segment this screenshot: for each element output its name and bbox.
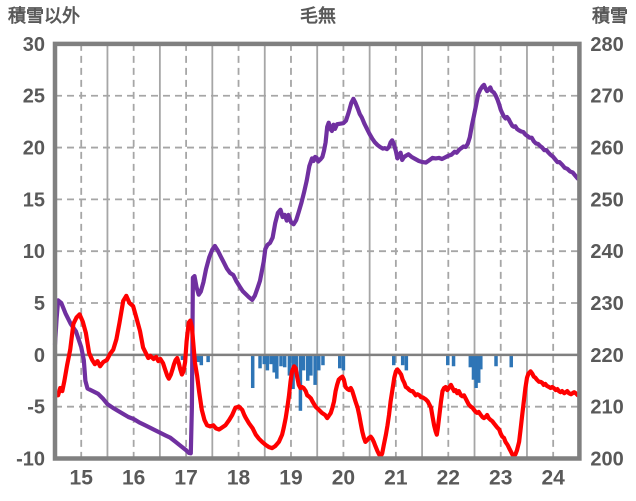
left-axis-tick-label: -5 — [27, 397, 45, 419]
right-axis-tick-label: 270 — [590, 86, 623, 108]
x-axis-tick-label: 18 — [227, 467, 251, 490]
precip-bar — [341, 354, 346, 371]
precip-bar — [309, 354, 313, 376]
precip-bar — [279, 354, 283, 367]
left-axis-tick-label: 20 — [23, 138, 45, 160]
precip-bar — [265, 354, 270, 371]
precip-bar — [196, 354, 200, 363]
right-axis-tick-label: 260 — [590, 138, 623, 160]
right-axis-title: 積雪 — [592, 6, 628, 26]
left-axis-tick-label: 5 — [34, 293, 45, 315]
precip-bar — [206, 354, 210, 363]
right-axis-tick-label: 220 — [590, 345, 623, 367]
precip-bar — [337, 354, 342, 369]
precip-bar — [262, 354, 266, 365]
right-axis-tick-label: 280 — [590, 34, 623, 56]
precip-bar — [180, 354, 185, 361]
left-axis-title: 積雪以外 — [8, 6, 80, 26]
precip-bar — [272, 354, 276, 373]
x-axis-tick-label: 19 — [279, 467, 302, 490]
precip-bar — [269, 354, 273, 365]
left-axis-tick-label: 10 — [23, 241, 45, 263]
x-axis-tick-label: 24 — [542, 467, 566, 490]
precip-bar — [301, 354, 306, 371]
precip-bar — [474, 354, 478, 389]
precip-bar — [294, 354, 298, 371]
left-axis-tick-label: 25 — [23, 86, 45, 108]
x-axis-tick-label: 17 — [174, 467, 197, 490]
plot-border — [52, 41, 582, 461]
snow-depth-line — [52, 82, 580, 456]
precip-bar — [479, 354, 483, 370]
precip-bar — [392, 354, 396, 366]
precip-bar — [275, 354, 279, 379]
non-snow-line — [52, 293, 580, 459]
right-axis-tick-label: 230 — [590, 293, 623, 315]
x-axis-tick-label: 16 — [122, 467, 145, 490]
precip-bar — [258, 354, 262, 369]
left-axis-tick-label: 15 — [23, 189, 45, 211]
precip-bar — [451, 354, 456, 367]
precip-bar — [250, 354, 255, 389]
precip-bar — [468, 354, 473, 368]
x-axis-tick-label: 22 — [437, 467, 460, 490]
precip-bar — [282, 354, 287, 368]
precip-bar — [400, 354, 405, 366]
x-axis-tick-label: 20 — [332, 467, 355, 490]
precip-bar — [321, 354, 325, 366]
precip-bar — [317, 354, 321, 371]
x-axis-tick-label: 21 — [384, 467, 408, 490]
left-axis-tick-label: 30 — [23, 34, 45, 56]
precip-bar — [287, 354, 292, 376]
precip-bar — [509, 354, 513, 368]
precip-bar — [471, 354, 476, 380]
precip-bar — [313, 354, 317, 385]
left-axis-tick-label: 0 — [34, 345, 45, 367]
left-axis-tick-label: -10 — [16, 449, 45, 471]
precip-bar — [199, 354, 204, 366]
right-axis-tick-label: 250 — [590, 189, 623, 211]
precip-bar — [494, 354, 498, 367]
right-axis-tick-label: 200 — [590, 449, 623, 471]
precip-bar — [306, 354, 310, 381]
right-axis-tick-label: 240 — [590, 241, 623, 263]
chart-title: 毛無 — [300, 6, 336, 26]
x-axis-tick-label: 23 — [489, 467, 512, 490]
x-axis-tick-label: 15 — [70, 467, 94, 490]
precip-bar — [404, 354, 409, 371]
precip-bar — [476, 354, 481, 383]
precip-bar — [446, 354, 450, 366]
right-axis-tick-label: 210 — [590, 397, 623, 419]
